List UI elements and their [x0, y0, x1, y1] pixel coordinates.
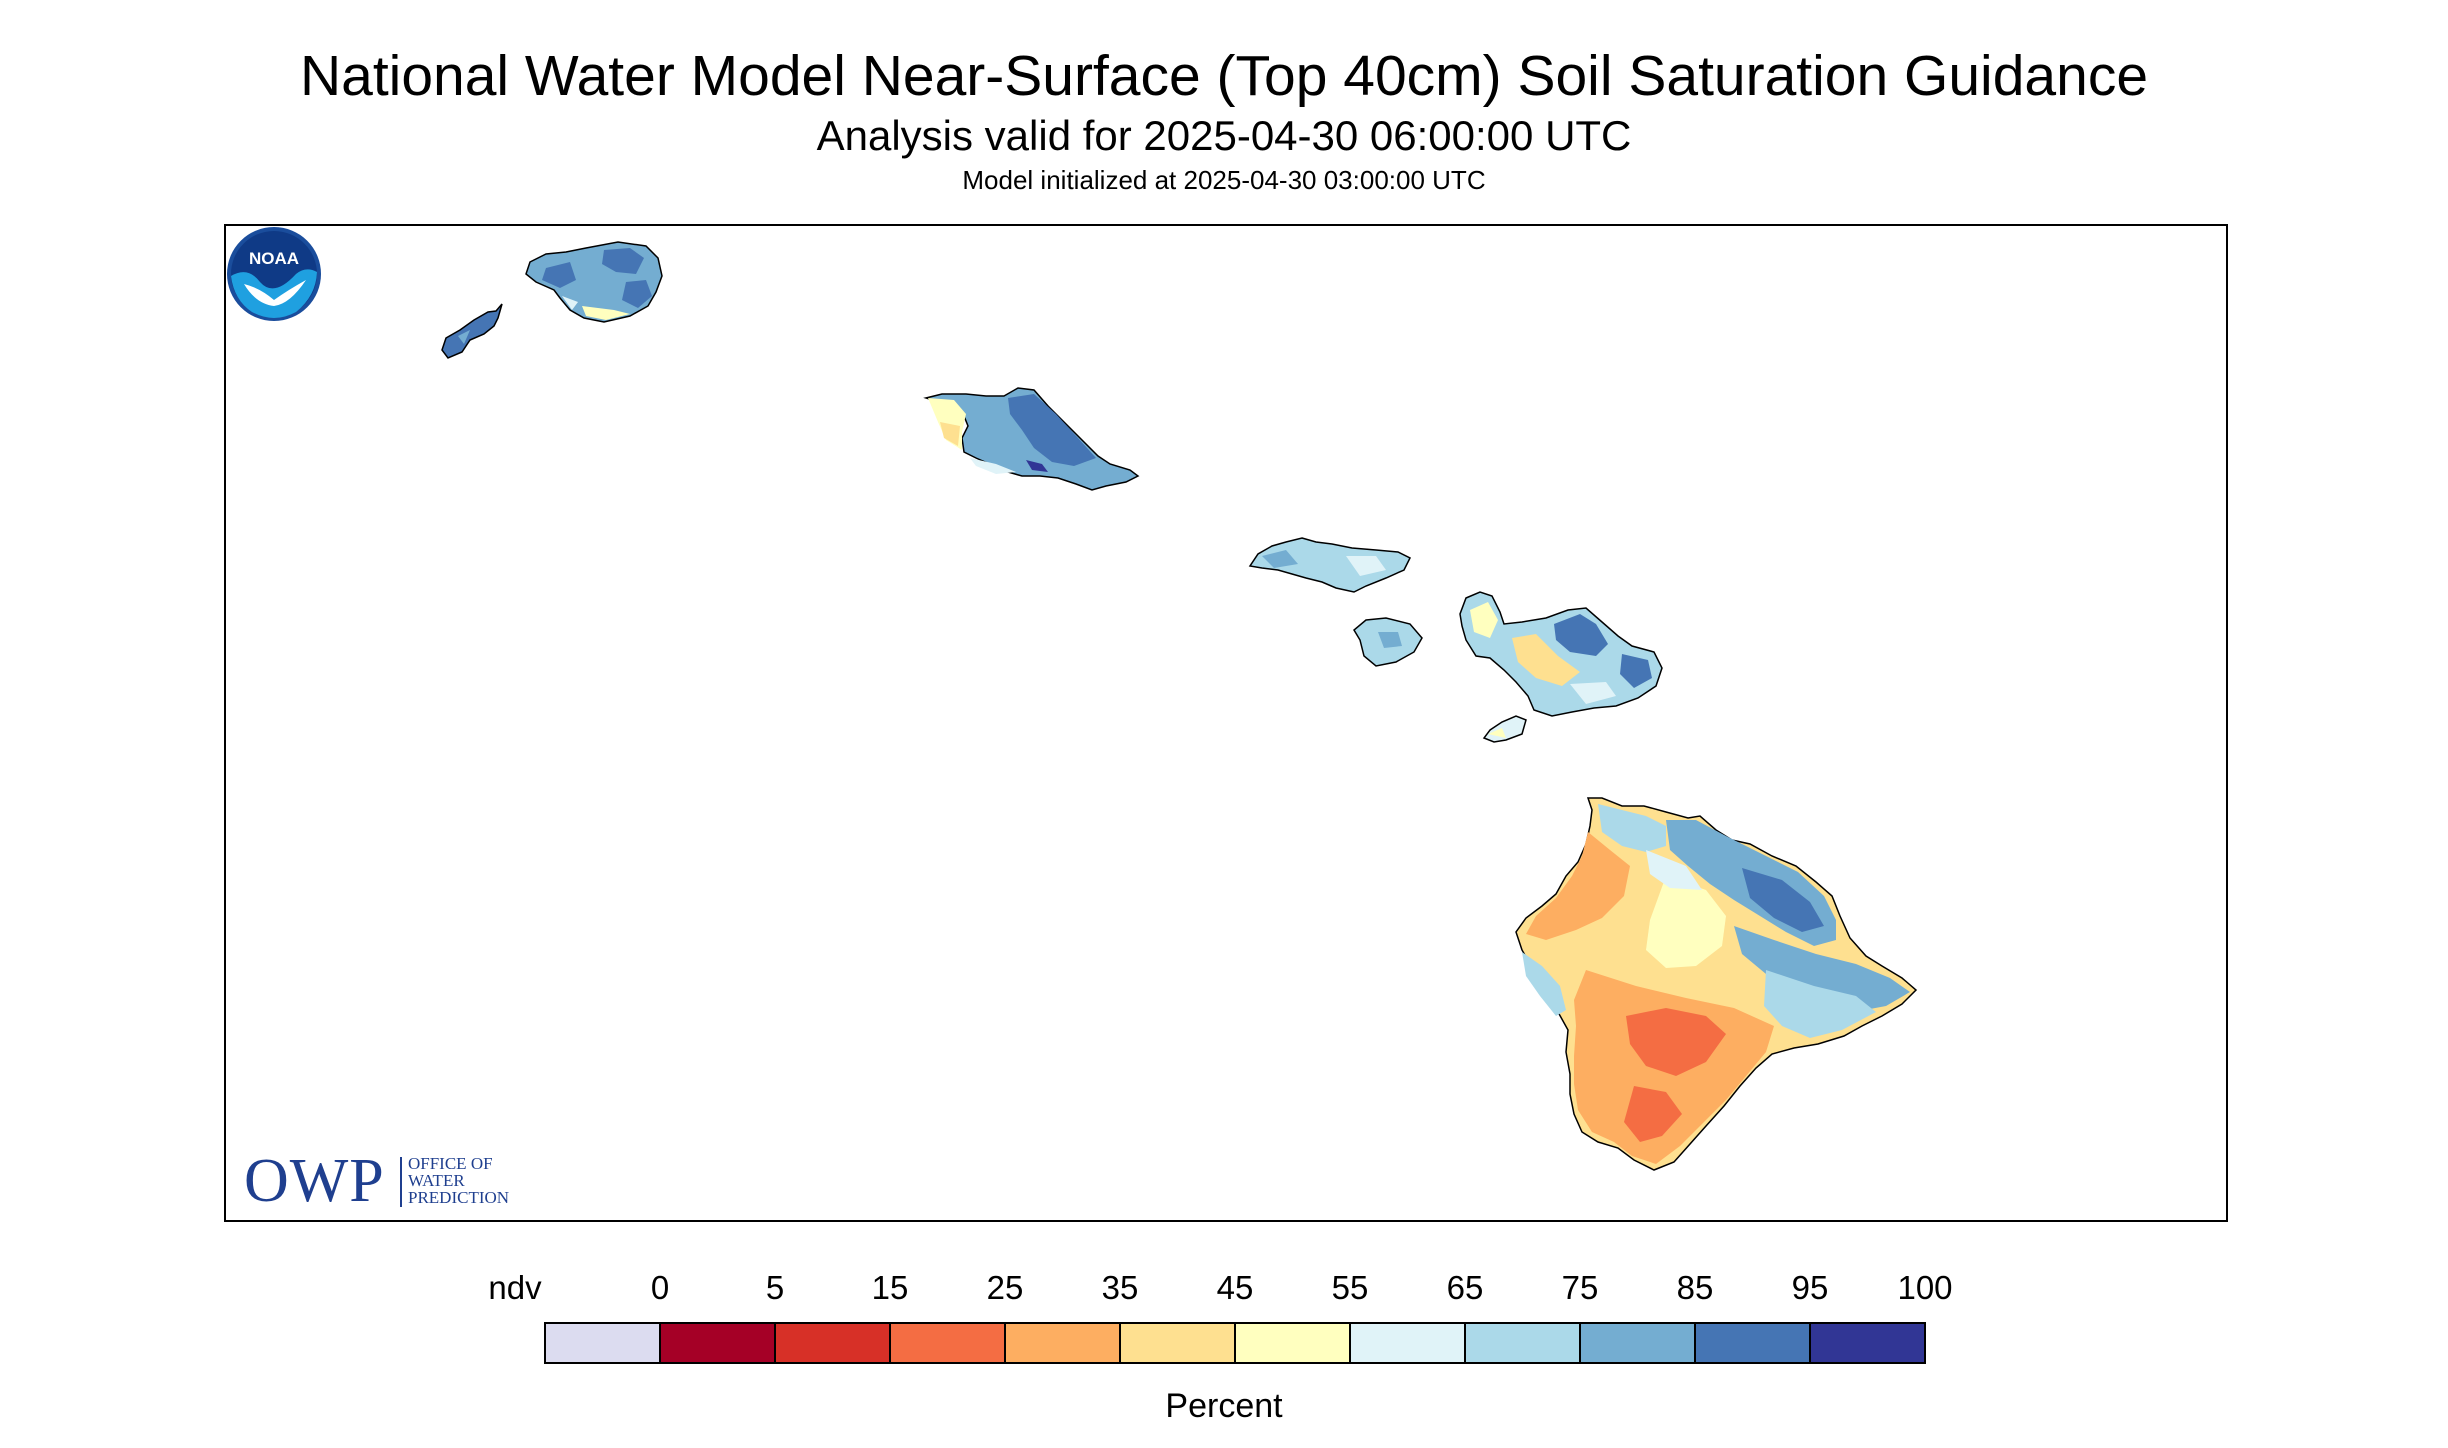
legend-color-swatch [1119, 1322, 1236, 1364]
owp-logo-divider [400, 1157, 402, 1207]
legend-tick-label: 100 [1897, 1269, 1953, 1306]
island-hawaii [1515, 797, 1918, 1171]
legend-color-swatch [1349, 1322, 1466, 1364]
island-molokai [1248, 537, 1412, 593]
legend-tick-label: ndv [488, 1269, 542, 1306]
island-niihau [441, 303, 503, 359]
legend-color-swatch [774, 1322, 891, 1364]
map-title: National Water Model Near-Surface (Top 4… [299, 44, 2149, 108]
noaa-logo: NOAA [227, 227, 321, 321]
model-init-text: Model initialized at 2025-04-30 03:00:00… [962, 165, 1486, 195]
legend-color-swatch [1234, 1322, 1351, 1364]
island-maui [1459, 591, 1663, 717]
legend-tick-label: 5 [765, 1269, 785, 1306]
legend-color-swatch [659, 1322, 776, 1364]
map-frame: OWP OFFICE OF WATER PREDICTION NOAA [224, 224, 2228, 1222]
legend-tick-label: 45 [1216, 1269, 1254, 1306]
island-oahu [923, 387, 1140, 491]
hawaii-map [441, 241, 1918, 1171]
owp-logo-text: OWP [244, 1147, 385, 1215]
legend-tick-label: 15 [871, 1269, 909, 1306]
legend-tick-label: 85 [1676, 1269, 1714, 1306]
legend-tick-label: 65 [1446, 1269, 1484, 1306]
legend-color-swatch [1464, 1322, 1581, 1364]
legend-color-swatch [889, 1322, 1006, 1364]
legend-tick-label: 35 [1101, 1269, 1139, 1306]
noaa-logo-text: NOAA [249, 249, 299, 268]
legend-tick-label: 55 [1331, 1269, 1369, 1306]
island-kahoolawe [1482, 715, 1527, 743]
legend-color-swatch [1694, 1322, 1811, 1364]
legend-title: Percent [1165, 1387, 1283, 1425]
valid-time-subtitle: Analysis valid for 2025-04-30 06:00:00 U… [816, 112, 1632, 159]
legend-color-swatch [1809, 1322, 1926, 1364]
legend-tick-label: 95 [1791, 1269, 1829, 1306]
legend-color-swatch [1004, 1322, 1121, 1364]
island-kauai [525, 241, 663, 323]
legend-color-swatch [1579, 1322, 1696, 1364]
legend-tick-label: 75 [1561, 1269, 1599, 1306]
legend-color-swatch [544, 1322, 661, 1364]
legend-tick-label: 25 [986, 1269, 1024, 1306]
owp-logo-subtext: OFFICE OF WATER PREDICTION [408, 1154, 510, 1207]
legend-tick-label: 0 [650, 1269, 670, 1306]
island-lanai [1353, 617, 1423, 667]
